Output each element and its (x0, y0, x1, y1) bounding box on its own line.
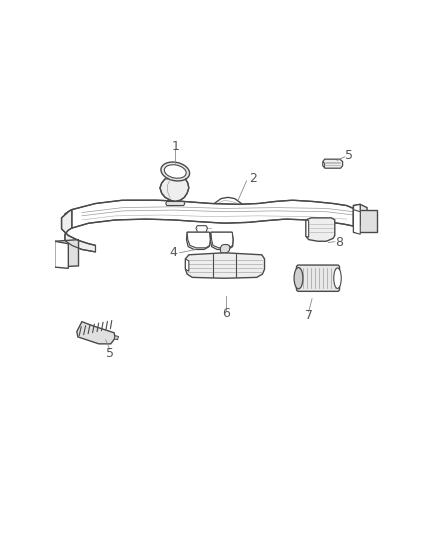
Ellipse shape (161, 162, 190, 181)
Polygon shape (353, 204, 360, 226)
Polygon shape (72, 200, 353, 228)
Polygon shape (323, 161, 325, 167)
Polygon shape (166, 201, 185, 206)
Polygon shape (210, 232, 233, 249)
FancyBboxPatch shape (297, 265, 339, 292)
Ellipse shape (294, 268, 303, 289)
Polygon shape (187, 232, 210, 248)
Ellipse shape (334, 268, 341, 288)
Polygon shape (211, 232, 233, 248)
Polygon shape (353, 209, 377, 232)
Polygon shape (61, 209, 95, 252)
Polygon shape (187, 232, 210, 249)
Ellipse shape (164, 165, 186, 178)
Text: 5: 5 (346, 149, 353, 161)
Polygon shape (323, 159, 343, 168)
Text: 7: 7 (305, 309, 313, 321)
Polygon shape (185, 253, 265, 278)
Polygon shape (220, 245, 230, 253)
Text: 2: 2 (249, 172, 257, 185)
Polygon shape (65, 209, 72, 228)
Polygon shape (306, 220, 309, 237)
Polygon shape (353, 209, 360, 235)
Text: 4: 4 (170, 246, 177, 259)
Polygon shape (160, 179, 189, 201)
Text: 6: 6 (222, 307, 230, 320)
Polygon shape (55, 241, 68, 268)
Text: 5: 5 (106, 347, 114, 360)
Text: 1: 1 (171, 140, 179, 152)
Polygon shape (306, 218, 335, 241)
Text: 8: 8 (335, 236, 343, 249)
Polygon shape (353, 204, 367, 226)
Polygon shape (55, 240, 78, 267)
Polygon shape (114, 336, 119, 340)
Polygon shape (185, 259, 189, 271)
Polygon shape (77, 322, 115, 344)
